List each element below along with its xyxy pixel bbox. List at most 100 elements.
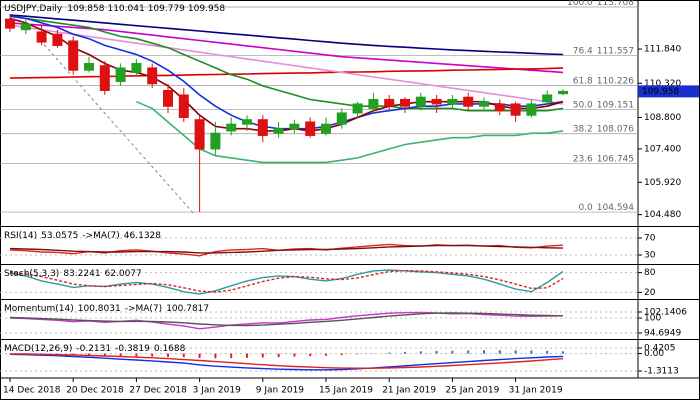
histogram-bar xyxy=(198,353,201,358)
fib-ratio: 76.4 xyxy=(573,46,593,56)
histogram-bar xyxy=(325,353,327,356)
fib-ratio: 23.6 xyxy=(573,154,593,164)
histogram-bar xyxy=(151,353,154,357)
y-tick-label: 30 xyxy=(644,250,656,260)
fib-label: 61.8 110.226 xyxy=(573,76,635,86)
fib-price: 111.557 xyxy=(597,46,634,56)
histogram-bar xyxy=(309,353,312,357)
fib-ratio: 38.2 xyxy=(573,124,593,134)
histogram-bar xyxy=(277,353,280,358)
moving-average xyxy=(9,24,564,105)
y-tick-label: 104.480 xyxy=(644,210,681,220)
x-tick-label: 15 Jan 2019 xyxy=(319,386,373,396)
x-tick-label: 31 Jan 2019 xyxy=(509,386,563,396)
histogram-bar xyxy=(514,350,517,354)
series-last-value: 53.0575 xyxy=(41,231,78,241)
x-tick-label: 20 Dec 2018 xyxy=(66,386,124,396)
y-tick-label: 94.6949 xyxy=(644,328,681,338)
candle-body xyxy=(226,123,237,132)
candle-body xyxy=(99,65,110,91)
histogram-bar xyxy=(167,353,169,357)
histogram-bar xyxy=(404,351,406,354)
candle-body xyxy=(542,94,553,103)
candle-body xyxy=(147,67,158,85)
indicator-label: RSI(14) 53.0575 ->MA(7) 46.1328 xyxy=(4,231,161,241)
symbol: USDJPY,Daily xyxy=(4,4,63,14)
series-name: Momentum(14) xyxy=(4,304,74,314)
histogram-bar xyxy=(546,350,549,354)
header-close: 109.958 xyxy=(188,4,225,14)
fib-price: 106.745 xyxy=(597,154,634,164)
chart-header: USDJPY,Daily 109.858 110.041 109.779 109.958 xyxy=(4,4,225,14)
moving-average xyxy=(9,22,564,74)
candle-body xyxy=(321,123,331,134)
series-last-value: -0.2131 xyxy=(76,344,111,354)
y-tick-label: 100 xyxy=(644,314,661,324)
candle-body xyxy=(400,98,410,107)
moving-average xyxy=(9,15,564,112)
histogram-bar xyxy=(451,350,454,354)
y-tick-label: 108.800 xyxy=(644,113,681,123)
fib-ratio: 61.8 xyxy=(573,76,593,86)
candle-body xyxy=(20,23,31,31)
moving-average xyxy=(136,100,564,164)
candle-body xyxy=(289,123,300,130)
y-tick-label: 0.00 xyxy=(644,349,664,359)
header-high: 110.041 xyxy=(107,4,144,14)
candle-body xyxy=(336,112,347,125)
candle-body xyxy=(84,62,94,71)
candle-body xyxy=(52,33,63,46)
indicator-line xyxy=(9,312,564,327)
y-tick-label: 102.1406 xyxy=(644,307,687,317)
histogram-bar xyxy=(340,353,343,356)
histogram-bar xyxy=(182,353,185,358)
series-last-value: -0.3819 xyxy=(115,344,150,354)
candle-body xyxy=(431,98,442,105)
fib-label: 76.4 111.557 xyxy=(573,46,634,56)
candle-body xyxy=(305,121,316,136)
series-last-value: 46.1328 xyxy=(124,231,161,241)
candle-body xyxy=(558,90,568,95)
indicator-line xyxy=(9,353,564,371)
histogram-bar xyxy=(135,353,138,357)
candle-body xyxy=(352,103,363,114)
candle-body xyxy=(194,119,205,150)
fib-label: 100.0 113.708 xyxy=(567,0,634,8)
series-last-value: 100.8031 xyxy=(78,304,121,314)
series-name: ->MA(7) xyxy=(82,231,119,241)
candle-body xyxy=(415,96,426,107)
x-tick-label: 25 Jan 2019 xyxy=(445,386,499,396)
series-name: Stoch(5,3,3) xyxy=(4,269,59,279)
candle-body xyxy=(115,67,126,82)
histogram-bar xyxy=(293,353,296,357)
candle-body xyxy=(463,96,474,107)
indicator-line xyxy=(9,269,564,293)
candle-body xyxy=(479,101,489,107)
histogram-bar xyxy=(419,351,422,354)
x-tick-label: 27 Dec 2018 xyxy=(129,386,187,396)
fib-label: 0.0 104.594 xyxy=(578,203,634,213)
candle-body xyxy=(273,128,284,134)
header-open: 109.858 xyxy=(67,4,104,14)
candle-body xyxy=(178,94,189,118)
fib-label: 50.0 109.151 xyxy=(573,100,634,110)
series-last-value: 62.0077 xyxy=(105,269,142,279)
series-last-value: 100.7817 xyxy=(166,304,209,314)
histogram-bar xyxy=(530,350,533,354)
y-tick-label: 80 xyxy=(644,268,656,278)
moving-average xyxy=(9,14,564,56)
fib-label: 23.6 106.745 xyxy=(573,154,634,164)
candle-body xyxy=(257,119,268,136)
indicator-title: MACD(12,26,9) xyxy=(4,344,72,354)
fib-label: 38.2 108.076 xyxy=(573,124,635,134)
fib-price: 110.226 xyxy=(597,76,634,86)
x-tick-label: 14 Dec 2018 xyxy=(3,386,61,396)
candle-body xyxy=(368,98,379,109)
histogram-last-value: 0.1688 xyxy=(154,344,186,354)
y-tick-label: 105.920 xyxy=(644,178,681,188)
indicator-label: MACD(12,26,9) -0.2131 -0.3819 0.1688 xyxy=(4,344,186,354)
histogram-bar xyxy=(388,352,391,354)
series-name: RSI(14) xyxy=(4,231,37,241)
fib-ratio: 50.0 xyxy=(573,100,593,110)
